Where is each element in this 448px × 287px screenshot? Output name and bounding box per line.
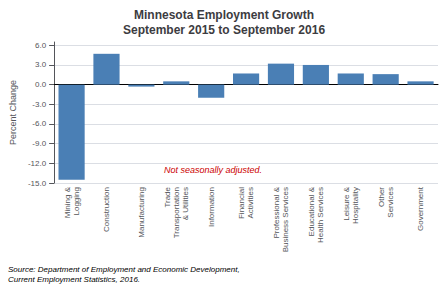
svg-text:& Utilities: & Utilities [181,187,190,220]
svg-text:0.0: 0.0 [35,80,47,89]
svg-text:Minnesota Employment Growth: Minnesota Employment Growth [134,8,314,22]
svg-text:-9.0: -9.0 [32,139,46,148]
svg-text:Business Services: Business Services [281,187,290,252]
svg-text:Manufacturing: Manufacturing [137,187,146,238]
svg-text:-12.0: -12.0 [28,159,47,168]
svg-text:Construction: Construction [102,187,111,232]
svg-text:Percent Change: Percent Change [8,80,18,145]
svg-text:Current Employment Statistics,: Current Employment Statistics, 2016. [8,275,140,284]
svg-text:Not seasonally adjusted.: Not seasonally adjusted. [164,165,262,175]
svg-text:Hospitality: Hospitality [351,187,360,224]
svg-text:Transportation: Transportation [172,187,181,238]
svg-text:Educational &: Educational & [307,186,316,236]
svg-text:Mining &: Mining & [63,186,72,218]
svg-text:Source: Department of Employme: Source: Department of Employment and Eco… [8,265,240,274]
svg-text:September 2015 to September 20: September 2015 to September 2016 [123,23,325,37]
svg-text:Trade: Trade [163,186,172,207]
svg-text:Activities: Activities [246,187,255,219]
svg-text:Government: Government [416,186,425,231]
svg-text:Logging: Logging [72,187,81,215]
svg-text:6.0: 6.0 [35,41,47,50]
svg-text:Information: Information [207,187,216,227]
svg-text:-15.0: -15.0 [28,179,47,188]
svg-text:Financial: Financial [237,187,246,219]
svg-text:Other: Other [377,187,386,207]
svg-text:3.0: 3.0 [35,60,47,69]
svg-text:Professional &: Professional & [272,186,281,238]
svg-text:Services: Services [386,187,395,218]
svg-text:-3.0: -3.0 [32,100,46,109]
svg-text:-6.0: -6.0 [32,119,46,128]
svg-text:Leisure &: Leisure & [342,186,351,220]
svg-text:Health Services: Health Services [316,187,325,243]
